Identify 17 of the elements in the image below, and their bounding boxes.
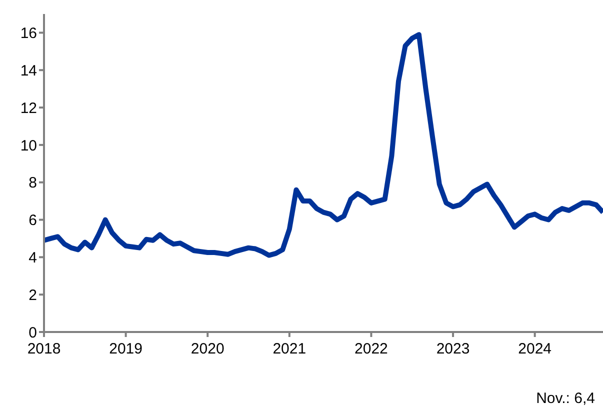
text: Nov.: 6,4 <box>536 390 595 407</box>
x-tick-label: 2021 <box>272 340 306 358</box>
x-tick-label: 2020 <box>190 340 224 358</box>
x-tick-label: 2019 <box>109 340 142 358</box>
y-tick-label: 12 <box>20 100 37 117</box>
x-tick-label: 2022 <box>354 340 388 358</box>
y-tick-label: 16 <box>20 25 37 42</box>
y-tick-label: 2 <box>28 286 37 304</box>
x-tick-label: 2024 <box>518 340 552 358</box>
y-tick-label: 14 <box>20 62 37 80</box>
y-tick-label: 8 <box>28 174 37 192</box>
y-tick-label: 10 <box>20 137 37 154</box>
x-tick-label: 2018 <box>27 340 61 358</box>
x-tick-label: 2023 <box>436 340 470 358</box>
y-tick-label: 4 <box>28 250 37 266</box>
y-tick-label: 0 <box>28 324 37 342</box>
y-tick-label: 6 <box>28 212 37 230</box>
